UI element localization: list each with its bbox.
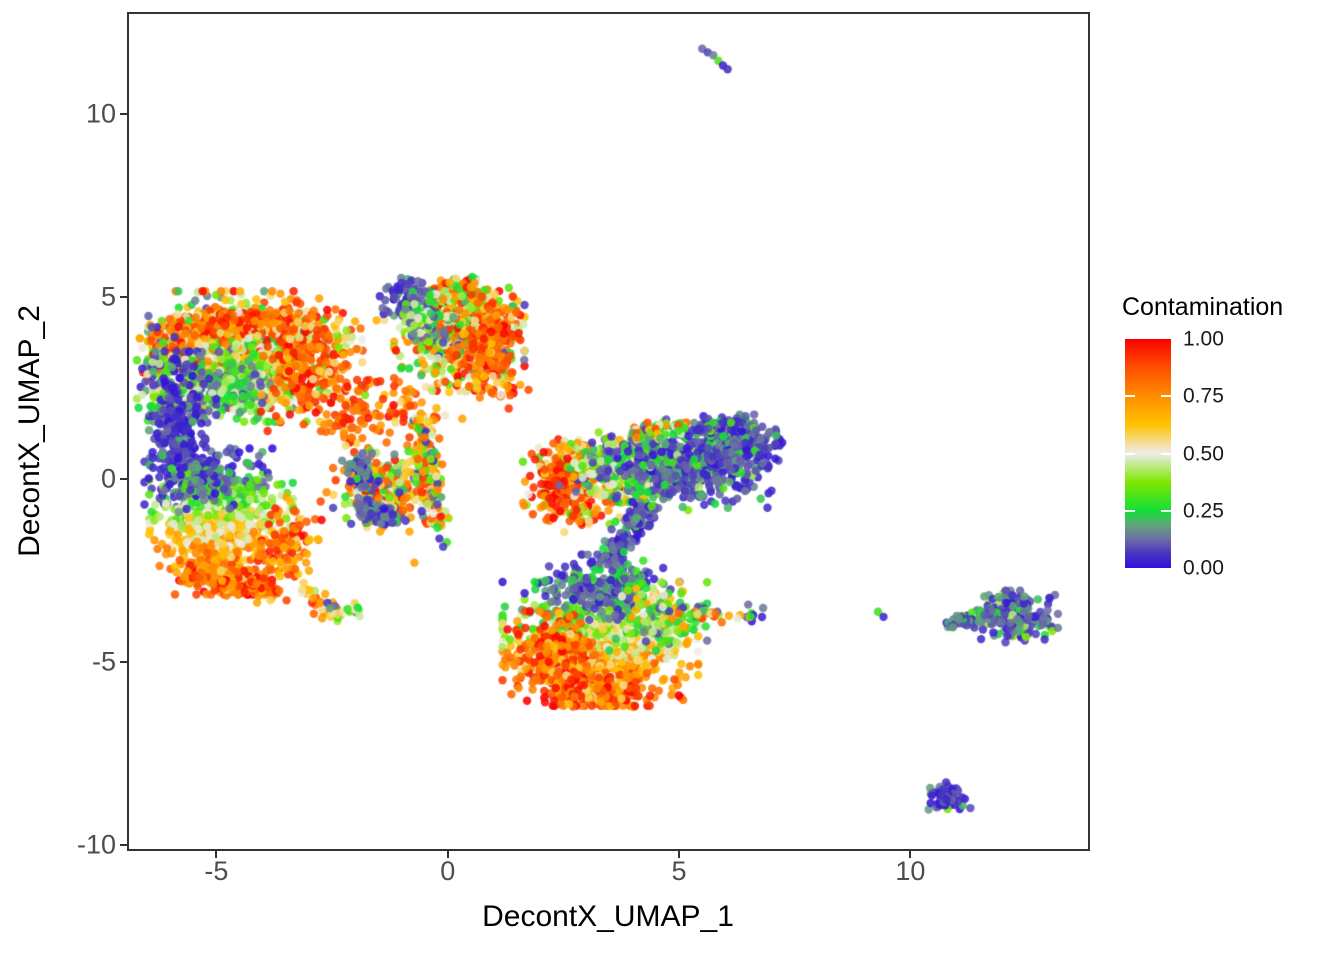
y-axis-tick-label: -5 xyxy=(91,646,116,677)
legend-tick-label: 0.25 xyxy=(1183,499,1224,523)
y-axis-tick-label: -10 xyxy=(76,829,116,860)
y-axis-tick xyxy=(120,295,127,298)
x-axis-tick xyxy=(678,851,681,858)
y-axis-title: DecontX_UMAP_2 xyxy=(13,305,46,557)
legend-bar-tick xyxy=(1161,509,1171,512)
y-axis-tick xyxy=(120,478,127,481)
legend-bar-tick xyxy=(1125,452,1135,455)
legend-tick-label: 0.00 xyxy=(1183,556,1224,580)
x-axis-tick-label: -5 xyxy=(204,856,229,886)
y-axis-tick xyxy=(120,112,127,115)
y-axis-tick xyxy=(120,661,127,664)
y-axis-tick xyxy=(120,843,127,846)
legend-bar-tick xyxy=(1125,395,1135,398)
x-axis-title: DecontX_UMAP_1 xyxy=(482,900,734,933)
x-axis-tick-label: 10 xyxy=(895,856,926,886)
x-axis-tick-label: 5 xyxy=(671,856,687,886)
legend-tick-label: 0.75 xyxy=(1183,384,1224,408)
legend-tick-label: 1.00 xyxy=(1183,327,1224,351)
x-axis-tick xyxy=(909,851,912,858)
legend-bar-tick xyxy=(1161,452,1171,455)
y-axis-tick-label: 0 xyxy=(100,463,116,494)
legend-bar-tick xyxy=(1125,509,1135,512)
legend-bar-tick xyxy=(1161,395,1171,398)
y-axis-tick-label: 5 xyxy=(100,281,116,312)
umap-scatter-canvas xyxy=(129,14,1088,849)
x-axis-tick xyxy=(446,851,449,858)
x-axis-tick-label: 0 xyxy=(440,856,456,886)
x-axis-tick xyxy=(215,851,218,858)
legend-tick-label: 0.50 xyxy=(1183,442,1224,465)
y-axis-tick-label: 10 xyxy=(85,98,116,129)
plot-panel xyxy=(127,12,1090,851)
legend-title: Contamination xyxy=(1122,293,1284,321)
